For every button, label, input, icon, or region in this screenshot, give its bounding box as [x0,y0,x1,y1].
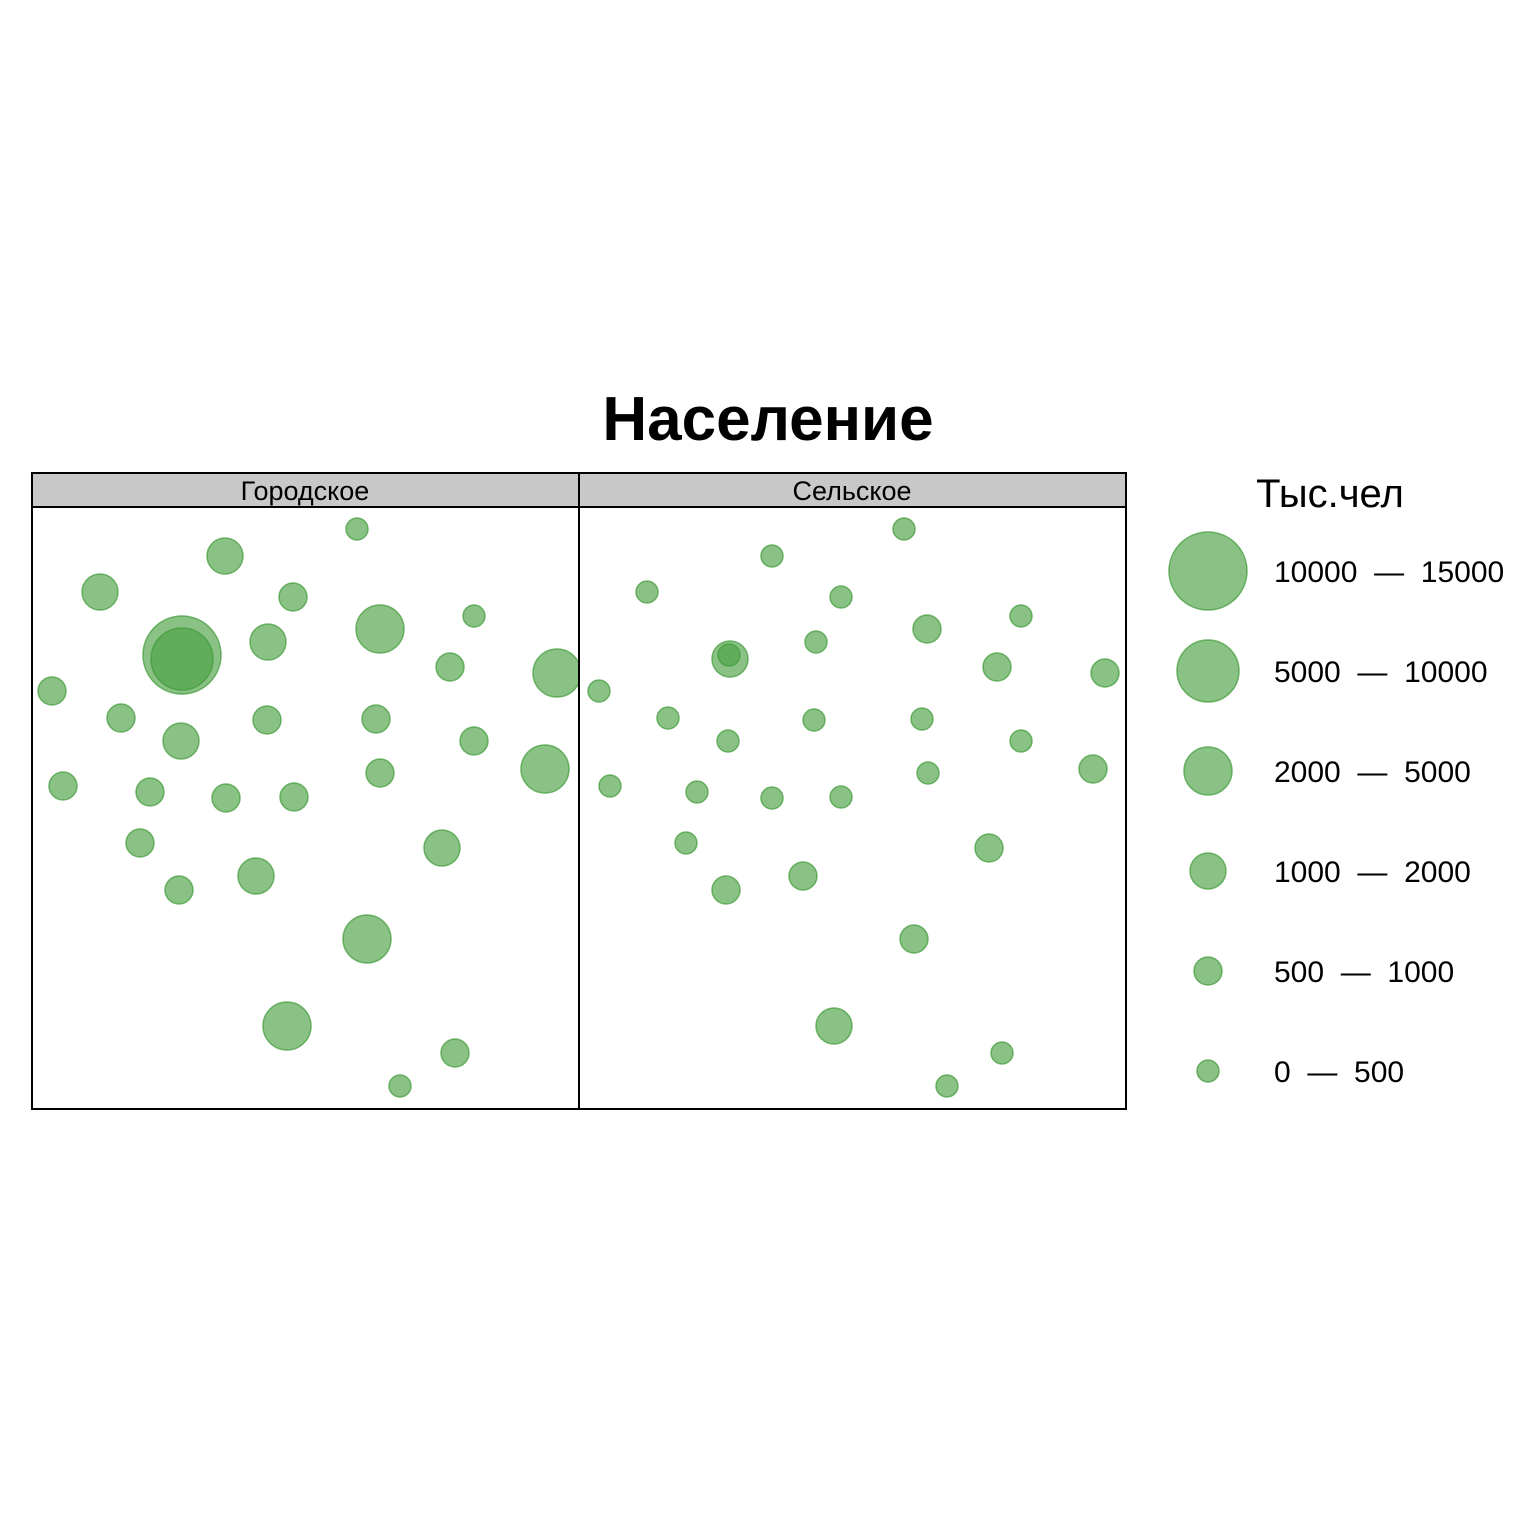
panel-urban-strip [31,472,580,508]
urban-bubble-13 [106,703,136,733]
urban-bubble-4 [278,582,308,612]
legend-symbol-3 [1183,746,1233,796]
urban-bubble-25 [423,829,461,867]
urban-bubble-1 [345,517,369,541]
urban-bubble-5 [462,604,486,628]
urban-bubble-12 [37,676,67,706]
legend-items: 10000 — 15000 5000 — 10000 2000 — 5000 1000… [1168,531,1504,1089]
legend: Тыс.чел 10000 — 15000 5000 — 10000 2000 — … [1168,472,1504,1089]
legend-label-6: 0 — 500 [1274,1056,1404,1089]
urban-bubble-24 [125,828,155,858]
urban-bubble-31 [388,1074,412,1098]
panel-rural-bubbles [587,517,1120,1098]
legend-label-4: 1000 — 2000 [1274,856,1471,889]
urban-bubble-17 [459,726,489,756]
rural-bubble-24 [674,831,698,855]
urban-bubble-20 [48,771,78,801]
rural-bubble-20 [598,774,622,798]
rural-bubble-31 [935,1074,959,1098]
legend-title: Тыс.чел [1256,472,1404,516]
urban-bubble-2 [206,537,244,575]
urban-bubble-27 [164,875,194,905]
urban-bubble-22 [211,783,241,813]
rural-bubble-28 [899,924,929,954]
rural-bubble-18 [1078,754,1108,784]
rural-bubble-5 [1009,604,1033,628]
panel-rural-frame [578,506,1127,1110]
urban-bubble-14 [252,705,282,735]
legend-symbol-5 [1193,956,1223,986]
urban-bubble-26 [237,857,275,895]
rural-bubble-16 [716,729,740,753]
rural-bubble-6 [912,614,942,644]
map-title: Население [602,385,933,454]
legend-symbol-4 [1189,852,1227,890]
rural-bubble-15 [910,707,934,731]
rural-bubble-7 [804,630,828,654]
urban-bubble-21 [135,777,165,807]
urban-bubble-15 [361,704,391,734]
urban-bubble-16 [162,722,200,760]
rural-bubble-26 [788,861,818,891]
rural-bubble-25 [974,833,1004,863]
legend-label-1: 10000 — 15000 [1274,556,1504,589]
urban-bubble-23 [279,782,309,812]
urban-bubble-3 [81,573,119,611]
rural-bubble-21 [685,780,709,804]
rural-bubble-17 [1009,729,1033,753]
rural-bubble-2 [760,544,784,568]
rural-bubble-1 [892,517,916,541]
legend-symbol-1 [1168,531,1248,611]
legend-label-5: 500 — 1000 [1274,956,1454,989]
panel-rural: Сельское [578,472,1127,1110]
rural-bubble-4 [829,585,853,609]
rural-bubble-14 [802,708,826,732]
rural-bubble-19 [916,761,940,785]
rural-bubble-27 [711,875,741,905]
urban-bubble-6 [355,604,405,654]
rural-bubble-30 [990,1041,1014,1065]
rural-bubble-9 [717,643,741,667]
rural-bubble-11 [1090,658,1120,688]
panel-urban-bubbles [37,517,579,1098]
panel-rural-label: Сельское [792,476,911,506]
urban-bubble-9 [150,627,214,691]
rural-bubble-3 [635,580,659,604]
urban-bubble-11 [532,648,579,698]
panel-urban: Городское [31,472,580,1110]
legend-symbol-2 [1176,639,1240,703]
urban-bubble-10 [435,652,465,682]
urban-bubble-19 [365,758,395,788]
urban-bubble-18 [520,744,570,794]
rural-bubble-10 [982,652,1012,682]
panel-urban-label: Городское [241,476,370,506]
urban-bubble-28 [342,914,392,964]
legend-label-2: 5000 — 10000 [1274,656,1488,689]
urban-bubble-7 [249,623,287,661]
rural-bubble-22 [760,786,784,810]
legend-symbol-6 [1196,1059,1220,1083]
urban-bubble-30 [440,1038,470,1068]
rural-bubble-13 [656,706,680,730]
rural-bubble-29 [815,1007,853,1045]
urban-bubble-29 [262,1001,312,1051]
legend-label-3: 2000 — 5000 [1274,756,1471,789]
rural-bubble-12 [587,679,611,703]
rural-bubble-23 [829,785,853,809]
